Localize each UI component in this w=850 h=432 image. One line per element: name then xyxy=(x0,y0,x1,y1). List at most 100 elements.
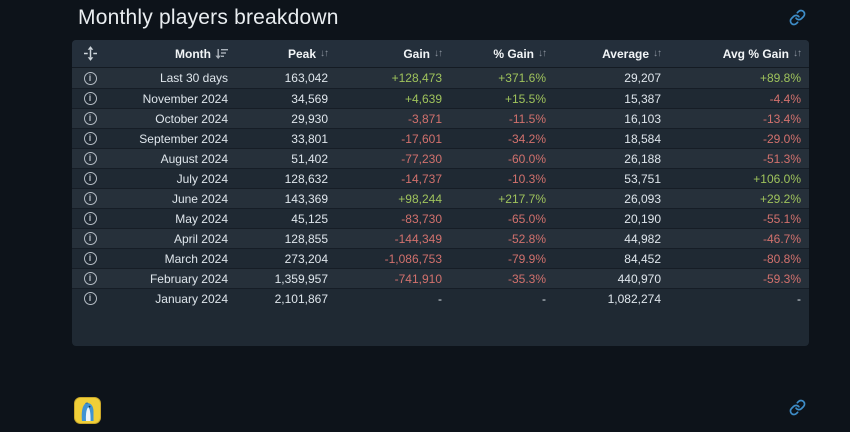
cell-month: October 2024 xyxy=(155,111,228,126)
row-info-cell: i xyxy=(72,272,108,285)
cell-gain: -3,871 xyxy=(407,111,442,126)
move-vertical-icon xyxy=(83,46,97,61)
sort-both-icon: ↓↑ xyxy=(320,48,329,59)
cell-gain: +98,244 xyxy=(398,191,442,206)
cell-month: February 2024 xyxy=(149,271,228,286)
cell-peak: 128,855 xyxy=(284,231,328,246)
row-info-cell: i xyxy=(72,252,108,265)
table-row: i Last 30 days 163,042 +128,473 +371.6% … xyxy=(72,68,809,88)
cell-avg-gain-pct: -55.1% xyxy=(762,211,801,226)
cell-peak: 143,369 xyxy=(284,191,328,206)
column-header-label: Month xyxy=(175,46,211,61)
cell-average: 53,751 xyxy=(624,171,661,186)
game-app-icon[interactable] xyxy=(74,397,101,424)
cell-peak: 163,042 xyxy=(284,71,328,85)
column-header-label: Gain xyxy=(403,46,430,61)
cell-average: 18,584 xyxy=(624,131,661,146)
cell-avg-gain-pct: -59.3% xyxy=(762,271,801,286)
cell-month: April 2024 xyxy=(173,231,228,246)
cell-month: Last 30 days xyxy=(159,71,228,85)
table-row: i June 2024 143,369 +98,244 +217.7% 26,0… xyxy=(72,188,809,208)
drag-handle[interactable] xyxy=(72,46,108,61)
info-icon[interactable]: i xyxy=(83,232,97,245)
info-icon[interactable]: i xyxy=(83,252,97,265)
table-header-row: Month Peak ↓↑ Gain ↓↑ % Gain ↓↑ xyxy=(72,40,809,68)
column-header-label: Peak xyxy=(287,46,316,61)
column-header-label: Average xyxy=(602,46,649,61)
cell-month: November 2024 xyxy=(142,91,228,106)
cell-avg-gain-pct: -13.4% xyxy=(762,111,801,126)
cell-gain: +4,639 xyxy=(404,91,442,106)
column-header-label: Avg % Gain xyxy=(722,46,789,61)
game-avatar-icon xyxy=(74,397,101,424)
cell-gain: -77,230 xyxy=(401,151,442,166)
link-icon xyxy=(789,399,806,416)
column-header-peak[interactable]: Peak ↓↑ xyxy=(228,46,329,61)
row-info-cell: i xyxy=(72,132,108,145)
cell-gain-pct: -65.0% xyxy=(507,211,546,226)
info-icon[interactable]: i xyxy=(83,192,97,205)
cell-avg-gain-pct: -80.8% xyxy=(762,251,801,266)
cell-avg-gain-pct: +106.0% xyxy=(753,171,801,186)
cell-gain: -1,086,753 xyxy=(384,251,442,266)
cell-month: March 2024 xyxy=(164,251,228,266)
cell-avg-gain-pct: -4.4% xyxy=(769,91,801,106)
cell-peak: 273,204 xyxy=(284,251,328,266)
cell-gain-pct: - xyxy=(542,291,546,306)
info-icon[interactable]: i xyxy=(83,112,97,125)
column-header-gain-pct[interactable]: % Gain ↓↑ xyxy=(442,46,547,61)
cell-average: 20,190 xyxy=(624,211,661,226)
table-body: i Last 30 days 163,042 +128,473 +371.6% … xyxy=(72,68,809,308)
cell-average: 26,188 xyxy=(624,151,661,166)
info-icon[interactable]: i xyxy=(83,92,97,105)
cell-avg-gain-pct: +29.2% xyxy=(759,191,801,206)
sort-both-icon: ↓↑ xyxy=(653,48,662,59)
column-header-month[interactable]: Month xyxy=(108,47,228,61)
cell-month: September 2024 xyxy=(139,131,228,146)
cell-avg-gain-pct: -29.0% xyxy=(762,131,801,146)
row-info-cell: i xyxy=(72,172,108,185)
cell-gain: -144,349 xyxy=(394,231,442,246)
permalink-icon[interactable] xyxy=(789,9,806,31)
sort-both-icon: ↓↑ xyxy=(793,48,802,59)
info-icon[interactable]: i xyxy=(83,292,97,305)
cell-gain-pct: -60.0% xyxy=(507,151,546,166)
row-info-cell: i xyxy=(72,192,108,205)
table-row: i November 2024 34,569 +4,639 +15.5% 15,… xyxy=(72,88,809,108)
cell-average: 44,982 xyxy=(624,231,661,246)
info-icon[interactable]: i xyxy=(83,71,97,85)
column-header-average[interactable]: Average ↓↑ xyxy=(546,46,662,61)
cell-month: May 2024 xyxy=(175,211,228,226)
row-info-cell: i xyxy=(72,112,108,125)
cell-gain-pct: -34.2% xyxy=(507,131,546,146)
cell-gain-pct: -52.8% xyxy=(507,231,546,246)
cell-average: 26,093 xyxy=(624,191,661,206)
info-icon[interactable]: i xyxy=(83,272,97,285)
table-row: i August 2024 51,402 -77,230 -60.0% 26,1… xyxy=(72,148,809,168)
column-header-gain[interactable]: Gain ↓↑ xyxy=(328,46,443,61)
cell-gain-pct: -79.9% xyxy=(507,251,546,266)
permalink-icon-bottom[interactable] xyxy=(789,399,806,421)
cell-avg-gain-pct: +89.8% xyxy=(759,71,801,85)
cell-gain-pct: +371.6% xyxy=(498,71,546,85)
cell-average: 440,970 xyxy=(617,271,661,286)
cell-month: January 2024 xyxy=(155,291,228,306)
cell-peak: 33,801 xyxy=(291,131,328,146)
info-icon[interactable]: i xyxy=(83,152,97,165)
cell-gain-pct: -10.3% xyxy=(507,171,546,186)
sort-both-icon: ↓↑ xyxy=(538,48,547,59)
cell-gain-pct: +217.7% xyxy=(498,191,546,206)
row-info-cell: i xyxy=(72,212,108,225)
table-row: i September 2024 33,801 -17,601 -34.2% 1… xyxy=(72,128,809,148)
players-table-panel: Month Peak ↓↑ Gain ↓↑ % Gain ↓↑ xyxy=(72,40,809,346)
info-icon[interactable]: i xyxy=(83,212,97,225)
table-row: i March 2024 273,204 -1,086,753 -79.9% 8… xyxy=(72,248,809,268)
info-icon[interactable]: i xyxy=(83,132,97,145)
cell-gain-pct: -35.3% xyxy=(507,271,546,286)
column-header-avg-gain-pct[interactable]: Avg % Gain ↓↑ xyxy=(661,47,809,61)
cell-peak: 128,632 xyxy=(284,171,328,186)
info-icon[interactable]: i xyxy=(83,172,97,185)
column-header-label: % Gain xyxy=(493,46,534,61)
cell-avg-gain-pct: - xyxy=(797,291,801,306)
